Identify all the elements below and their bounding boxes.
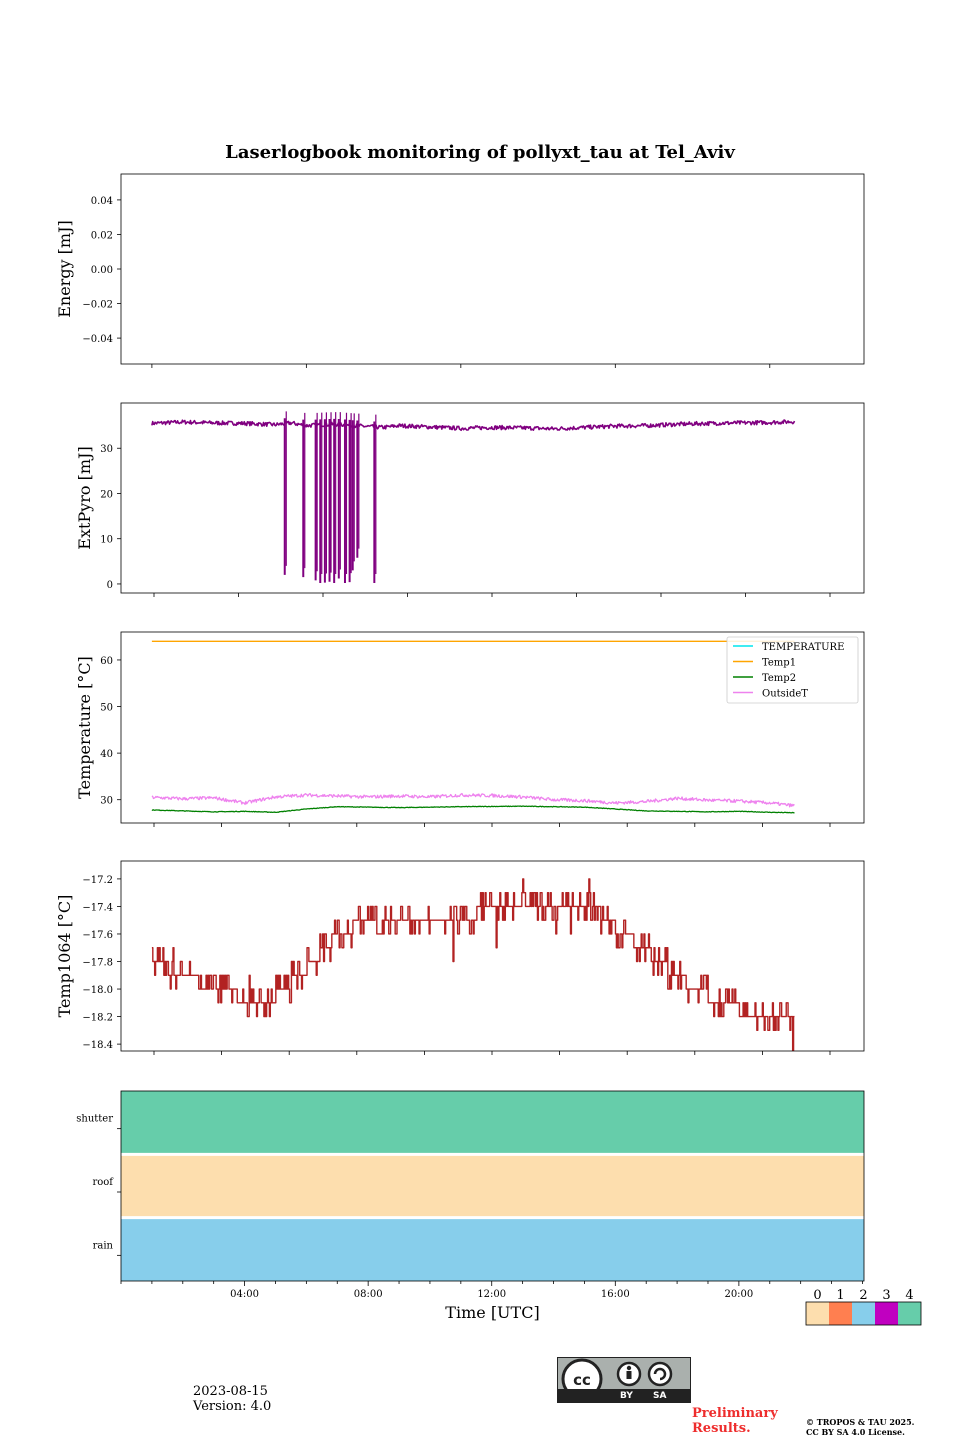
colorbar-label-2: 2 [859,1288,867,1303]
x-axis-label: Time [UTC] [445,1303,539,1322]
status-band-shutter [121,1091,864,1155]
y-axis-label: ExtPyro [mJ] [75,446,94,549]
preliminary-label-line1: Preliminary [692,1406,778,1421]
y-tick-label: −18.0 [82,985,113,996]
legend-label-TEMPERATURE: TEMPERATURE [762,642,844,653]
y-tick-label: 0.02 [91,230,113,241]
y-tick-label: 40 [100,749,113,760]
status-band-rain [121,1217,864,1281]
y-tick-label: 60 [100,656,113,667]
row-label-roof: roof [92,1177,114,1188]
colorbar-swatch-4 [898,1302,921,1325]
svg-text:cc: cc [573,1371,591,1389]
preliminary-label-line2: Results. [692,1421,751,1436]
y-tick-label: 10 [100,535,113,546]
chart-title: Laserlogbook monitoring of pollyxt_tau a… [225,142,735,163]
y-tick-label: 0.00 [91,265,113,276]
y-axis-label: Temp1064 [°C] [55,895,74,1018]
colorbar-swatch-0 [806,1302,829,1325]
y-tick-label: −17.8 [82,958,113,969]
x-tick-label: 04:00 [230,1289,259,1300]
axes-frame [120,173,865,365]
plot-area [151,640,795,814]
legend-label-Temp2: Temp2 [762,673,796,684]
cc-license-badge: cc BY SA [557,1357,691,1403]
panel-3: 30 40 50 60 Temperature [°C] TEMPERATURE Temp1… [75,631,865,827]
y-tick-label: 30 [100,444,113,455]
series-line-OutsideT [151,792,795,808]
copyright-line2: CC BY SA 4.0 License. [806,1427,905,1437]
y-tick-label: −0.04 [82,334,113,345]
y-tick-label: −18.4 [82,1040,113,1051]
y-tick-label: 0.04 [91,196,113,207]
x-tick-label: 16:00 [601,1289,630,1300]
y-axis-label: Temperature [°C] [75,656,94,799]
status-band-roof [121,1154,864,1218]
panel-4: −17.2 −17.4 −17.6 −17.8 −18.0 −18.2 −18.4 Temp1… [55,860,865,1055]
colorbar-label-0: 0 [813,1288,821,1303]
y-tick-label: −0.02 [82,300,113,311]
y-tick-label: 30 [100,796,113,807]
cc-sa-label: SA [653,1391,667,1401]
axes-frame [120,631,865,824]
plot-area [151,411,796,584]
x-tick-label: 20:00 [724,1289,753,1300]
panel-2: 0 10 20 30 ExtPyro [mJ] [75,402,865,597]
axes-frame [120,402,865,594]
y-tick-label: −18.2 [82,1013,113,1024]
legend-frame [726,636,859,704]
plot-area [151,878,795,1051]
row-label-shutter: shutter [76,1114,113,1125]
y-tick-label: 50 [100,703,113,714]
series-line-Temp2 [151,805,795,814]
y-tick-label: 20 [100,489,113,500]
panel-1: 0.04 0.02 0.00 −0.02 −0.04 Energy [mJ] [55,173,865,368]
legend-label-OutsideT: OutsideT [762,689,808,700]
colorbar-swatch-3 [875,1302,898,1325]
legend-label-Temp1: Temp1 [762,658,796,669]
colorbar-label-3: 3 [882,1288,890,1303]
axes-frame [120,860,865,1052]
legend: TEMPERATURE Temp1 Temp2 OutsideT [726,636,859,704]
colorbar-swatch-2 [852,1302,875,1325]
colorbar-swatch-1 [829,1302,852,1325]
date-label: 2023-08-15 [193,1384,268,1399]
colorbar-frame [805,1301,922,1326]
panel-5: shutter roof rain 04:00 08:00 12:00 16:00 20:00… [76,1090,865,1322]
y-axis-label: Energy [mJ] [55,220,74,318]
series-line-panel4-series0 [151,878,795,1051]
cc-by-label: BY [620,1391,633,1401]
x-tick-label: 08:00 [354,1289,383,1300]
row-label-rain: rain [93,1240,114,1251]
colorbar-label-1: 1 [836,1288,844,1303]
copyright-line1: © TROPOS & TAU 2025. [806,1417,915,1427]
y-tick-label: 0 [107,580,113,591]
x-tick-label: 12:00 [477,1289,506,1300]
axes-frame [120,1090,865,1282]
y-tick-label: −17.6 [82,930,113,941]
version-label: Version: 4.0 [193,1399,272,1414]
y-tick-label: −17.4 [82,902,113,913]
y-tick-label: −17.2 [82,875,113,886]
series-line-panel2-series0 [151,419,796,432]
colorbar-label-4: 4 [905,1288,913,1303]
